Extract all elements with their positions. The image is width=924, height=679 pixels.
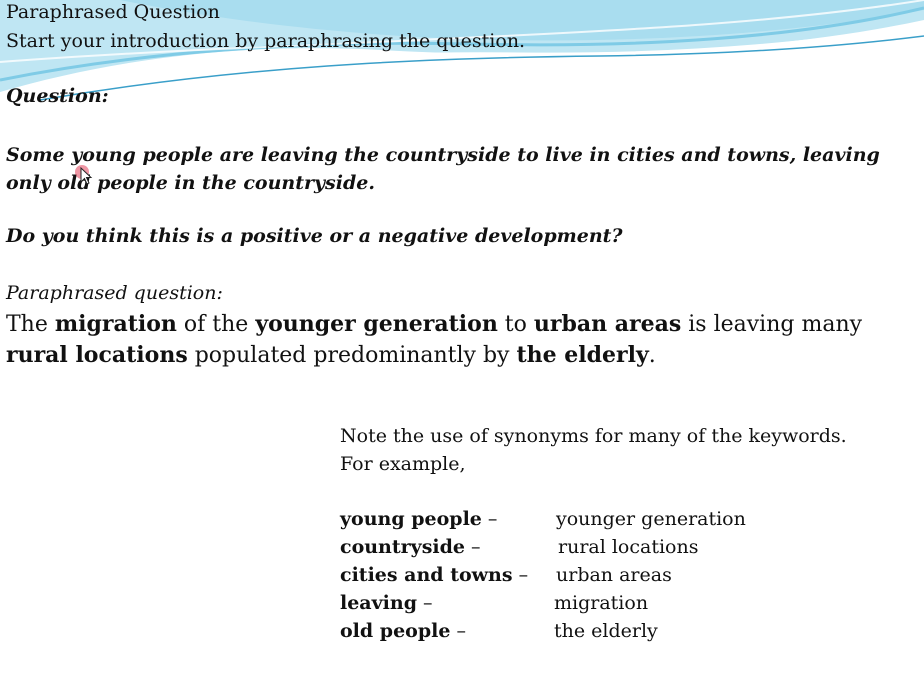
paraphrase-segment: is leaving many <box>681 312 863 337</box>
slide-title: Paraphrased Question <box>6 1 220 23</box>
header-wave-decoration <box>0 0 924 101</box>
paraphrase-keyword: migration <box>54 311 177 337</box>
synonym-dash: – <box>450 620 466 642</box>
paraphrase-segment: . <box>648 343 656 368</box>
question-label: Question: <box>6 85 109 107</box>
synonym-term-row: countryside – <box>340 536 481 558</box>
synonym-term-row: old people – <box>340 620 466 642</box>
note-line-2: For example, <box>340 453 466 475</box>
paraphrase-label: Paraphrased question: <box>6 282 223 304</box>
synonym-dash: – <box>416 592 433 614</box>
synonym-value: rural locations <box>558 536 699 558</box>
note-line-1: Note the use of synonyms for many of the… <box>340 425 847 447</box>
synonym-value: migration <box>554 592 649 614</box>
paraphrase-keyword: rural locations <box>6 342 188 368</box>
slide-subtitle: Start your introduction by paraphrasing … <box>6 30 526 52</box>
synonym-term: young people <box>340 508 482 530</box>
paraphrase-keyword: urban areas <box>533 311 682 337</box>
synonym-term-row: leaving – <box>340 592 433 614</box>
synonym-term: countryside <box>340 536 465 558</box>
paraphrase-keyword: younger generation <box>255 311 498 337</box>
paraphrase-segment: to <box>497 312 534 337</box>
synonym-dash: – <box>481 508 498 530</box>
paraphrase-segment: populated predominantly by <box>187 343 517 368</box>
synonym-term-row: young people – <box>340 508 497 530</box>
synonym-value: younger generation <box>556 508 746 530</box>
paraphrase-segment: The <box>6 312 55 337</box>
paraphrase-text: The migration of the younger generation … <box>6 309 924 371</box>
synonym-term: leaving <box>340 592 417 614</box>
synonym-dash: – <box>464 536 481 558</box>
mouse-pointer-icon <box>75 165 93 185</box>
synonym-value: urban areas <box>556 564 672 586</box>
synonym-value: the elderly <box>554 620 658 642</box>
paraphrase-keyword: the elderly <box>516 342 649 368</box>
synonym-dash: – <box>512 564 529 586</box>
question-prompt: Do you think this is a positive or a neg… <box>6 225 623 247</box>
synonym-term-row: cities and towns – <box>340 564 528 586</box>
synonym-term: cities and towns <box>340 564 513 586</box>
synonym-term: old people <box>340 620 451 642</box>
question-text: Some young people are leaving the countr… <box>6 144 880 194</box>
paraphrase-segment: of the <box>176 312 256 337</box>
